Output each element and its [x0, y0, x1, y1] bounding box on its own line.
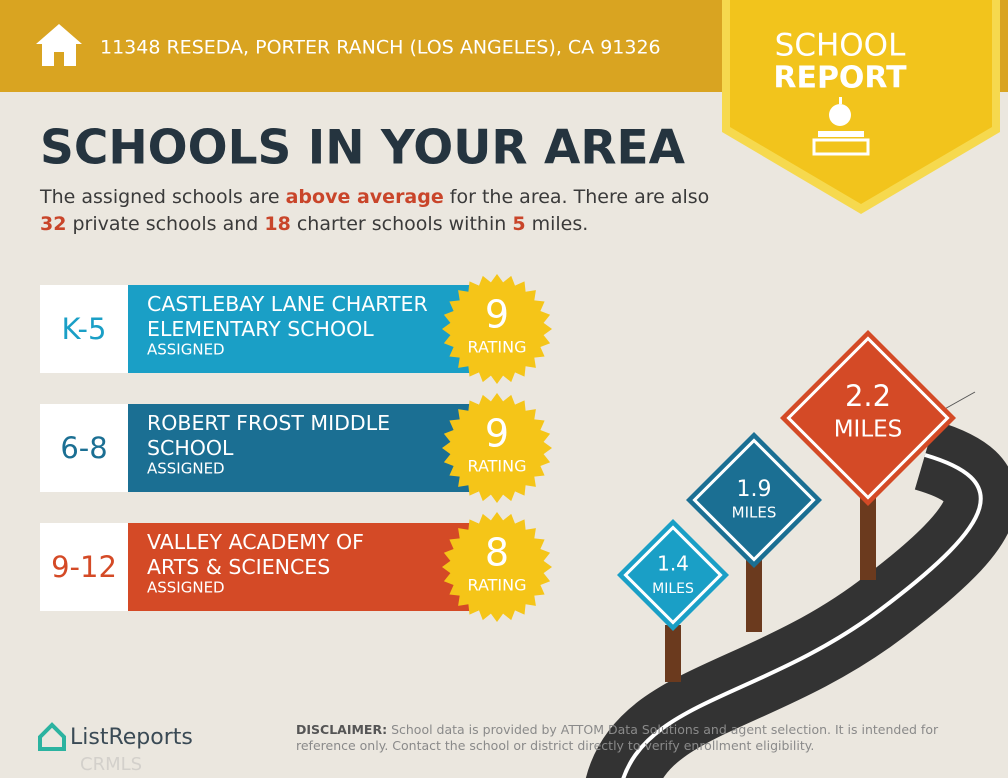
- school-band: [128, 404, 478, 492]
- disclaimer: DISCLAIMER: School data is provided by A…: [296, 722, 966, 754]
- sign-unit: MILES: [732, 504, 777, 522]
- school-band: [128, 285, 478, 373]
- sign-border: [786, 336, 950, 500]
- school-name: ELEMENTARY SCHOOL: [147, 317, 374, 341]
- address: 11348 RESEDA, PORTER RANCH (LOS ANGELES)…: [100, 37, 661, 59]
- intro-highlight: 18: [264, 213, 291, 235]
- grade-box: [40, 404, 128, 492]
- intro-text: private schools and: [66, 213, 265, 235]
- school-status: ASSIGNED: [147, 341, 225, 359]
- rating-label: RATING: [467, 457, 526, 476]
- badge: [730, 0, 992, 204]
- rating-seal: [442, 512, 552, 622]
- sign-unit: MILES: [834, 417, 903, 443]
- sign: [616, 519, 730, 632]
- intro-text: The assigned schools are: [40, 186, 286, 208]
- school-name: CASTLEBAY LANE CHARTER: [147, 292, 428, 316]
- rating-label: RATING: [467, 576, 526, 595]
- disclaimer-label: DISCLAIMER:: [296, 722, 388, 737]
- intro-highlight: 32: [40, 213, 67, 235]
- intro-text: miles.: [525, 213, 589, 235]
- school-name: VALLEY ACADEMY OF: [147, 530, 364, 554]
- school-name: ARTS & SCIENCES: [147, 555, 330, 579]
- sign-border: [623, 525, 723, 625]
- school-name: SCHOOL: [147, 436, 234, 460]
- intro-text: charter schools within: [290, 213, 513, 235]
- sign-post: [746, 560, 762, 632]
- intro: The assigned schools are above average f…: [40, 184, 710, 238]
- logo-icon: [38, 722, 66, 751]
- sign-distance: 2.2: [845, 379, 891, 413]
- rating: 9: [485, 293, 509, 337]
- sign-border: [692, 438, 816, 562]
- rating-seal: [442, 274, 552, 384]
- rating: 8: [485, 531, 509, 575]
- grade: K-5: [62, 312, 107, 346]
- grade: 9-12: [51, 550, 117, 584]
- rating-seal: [442, 393, 552, 503]
- sign: [686, 432, 822, 569]
- rating-label: RATING: [467, 338, 526, 357]
- sign-post: [860, 480, 876, 580]
- badge-line1: SCHOOL: [775, 28, 906, 64]
- intro-text: for the area. There are also: [443, 186, 710, 208]
- grade: 6-8: [60, 431, 107, 465]
- school-status: ASSIGNED: [147, 460, 225, 478]
- logo: ListReports: [70, 725, 193, 750]
- grade-box: [40, 523, 128, 611]
- grade-box: [40, 285, 128, 373]
- school-band: [128, 523, 478, 611]
- apple-books-icon: [812, 97, 870, 156]
- rating: 9: [485, 412, 509, 456]
- sign-unit: MILES: [652, 581, 694, 597]
- badge-line2: REPORT: [773, 61, 907, 96]
- sign-post: [665, 625, 681, 682]
- title: SCHOOLS IN YOUR AREA: [40, 121, 686, 176]
- sign-distance: 1.4: [657, 552, 689, 576]
- home-icon: [36, 24, 82, 66]
- school-status: ASSIGNED: [147, 579, 225, 597]
- sign: [780, 329, 956, 506]
- disclaimer-text: School data is provided by ATTOM Data So…: [296, 722, 939, 753]
- school-name: ROBERT FROST MIDDLE: [147, 411, 390, 435]
- sign-distance: 1.9: [737, 477, 772, 502]
- intro-highlight: above average: [285, 186, 444, 208]
- intro-highlight: 5: [512, 213, 526, 235]
- watermark: CRMLS: [80, 754, 142, 775]
